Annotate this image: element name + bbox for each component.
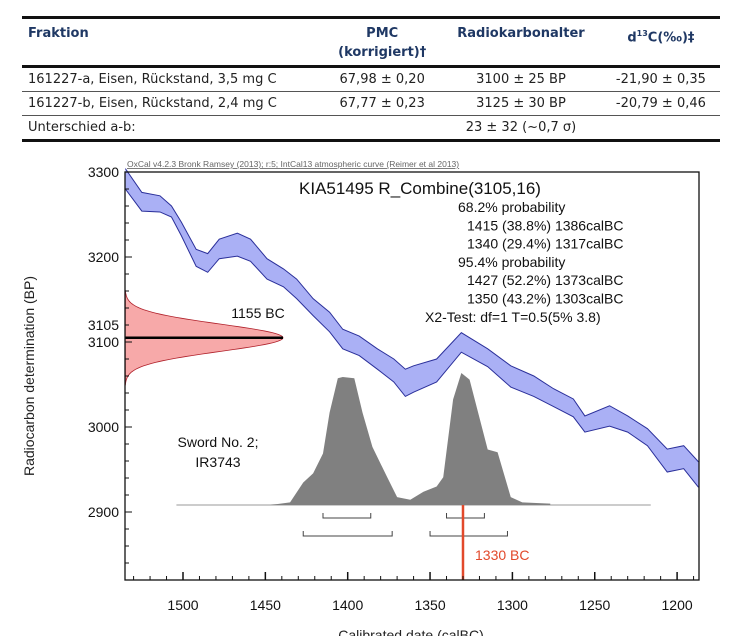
header-radiokarbonalter: Radiokarbonalter — [440, 16, 602, 68]
cell-age: 23 ± 32 (~0,7 σ) — [440, 115, 602, 142]
header-pmc: PMC (korrigiert)† — [324, 16, 441, 68]
measurement-peak-label: 1155 BC — [231, 305, 284, 321]
x-tick-label: 1450 — [250, 597, 281, 613]
range-95-bracket — [429, 531, 508, 537]
cell-fraktion: 161227-a, Eisen, Rückstand, 3,5 mg C — [22, 66, 325, 92]
header-d13c-rest: C(‰)‡ — [647, 30, 695, 46]
table-row-difference: Unterschied a-b: 23 ± 32 (~0,7 σ) — [22, 115, 720, 142]
calibration-chart: OxCal v4.2.3 Bronk Ramsey (2013); r:5; I… — [21, 159, 700, 636]
header-pmc-line2: (korrigiert)† — [338, 45, 427, 60]
cell-pmc: 67,98 ± 0,20 — [324, 66, 441, 92]
header-fraktion: Fraktion — [22, 16, 325, 68]
cell-fraktion: 161227-b, Eisen, Rückstand, 2,4 mg C — [22, 91, 325, 116]
measurement-value-label: 3105 — [88, 317, 119, 333]
summary-line: 68.2% probability — [458, 199, 565, 215]
summary-line: X2-Test: df=1 T=0.5(5% 3.8) — [425, 309, 601, 325]
results-table: Fraktion PMC (korrigiert)† Radiokarbonalt… — [22, 16, 720, 142]
cell-d13c: -21,90 ± 0,35 — [601, 66, 720, 92]
calibration-curve-upper — [124, 168, 699, 463]
cell-age: 3125 ± 30 BP — [440, 91, 602, 116]
y-tick-label: 3300 — [88, 164, 119, 180]
table-header-row: Fraktion PMC (korrigiert)† Radiokarbonalt… — [22, 16, 720, 68]
table-row: 161227-b, Eisen, Rückstand, 2,4 mg C 67,… — [22, 91, 720, 116]
x-tick-label: 1300 — [497, 597, 528, 613]
summary-line: 1415 (38.8%) 1386calBC — [467, 217, 623, 233]
summary-line: 1427 (52.2%) 1373calBC — [467, 272, 623, 288]
y-tick-label: 3000 — [88, 419, 119, 435]
header-pmc-line1: PMC — [366, 26, 399, 41]
summary-line: 1340 (29.4%) 1317calBC — [467, 236, 623, 252]
marker-label: 1330 BC — [475, 547, 529, 563]
y-tick-label: 3200 — [88, 249, 119, 265]
cell-d13c — [601, 115, 720, 142]
cell-d13c: -20,79 ± 0,46 — [601, 91, 720, 116]
sample-label-line2: IR3743 — [195, 454, 240, 470]
x-tick-label: 1200 — [662, 597, 693, 613]
header-d13c-d: d — [627, 30, 637, 46]
range-68-bracket — [322, 513, 372, 519]
range-95-bracket — [302, 531, 393, 537]
table-row: 161227-a, Eisen, Rückstand, 3,5 mg C 67,… — [22, 66, 720, 92]
x-axis-label: Calibrated date (calBC) — [338, 627, 484, 636]
sample-label-line1: Sword No. 2; — [178, 434, 259, 450]
chart-header: OxCal v4.2.3 Bronk Ramsey (2013); r:5; I… — [127, 159, 459, 169]
calibration-curve-lower — [124, 188, 699, 488]
cell-fraktion: Unterschied a-b: — [22, 115, 325, 142]
header-d13c: d13C(‰)‡ — [601, 16, 720, 68]
header-d13c-sup: 13 — [636, 29, 648, 38]
x-tick-label: 1500 — [167, 597, 198, 613]
summary-line: 95.4% probability — [458, 254, 565, 270]
posterior-distribution — [270, 373, 551, 505]
x-tick-label: 1250 — [579, 597, 610, 613]
x-tick-label: 1400 — [332, 597, 363, 613]
y-tick-label: 3100 — [88, 334, 119, 350]
y-tick-label: 2900 — [88, 504, 119, 520]
chart-title: KIA51495 R_Combine(3105,16) — [299, 179, 541, 198]
y-axis-label: Radiocarbon determination (BP) — [21, 276, 37, 476]
range-68-bracket — [446, 513, 485, 519]
x-tick-label: 1350 — [414, 597, 445, 613]
summary-line: 1350 (43.2%) 1303calBC — [467, 291, 623, 307]
cell-pmc: 67,77 ± 0,23 — [324, 91, 441, 116]
cell-pmc — [324, 115, 441, 142]
cell-age: 3100 ± 25 BP — [440, 66, 602, 92]
